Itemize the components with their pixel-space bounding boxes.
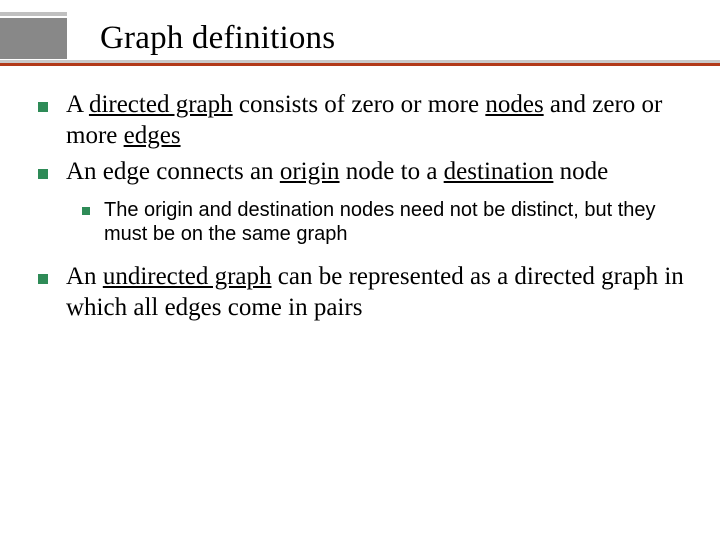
square-bullet-icon <box>82 207 90 215</box>
slide: { "title": "Graph definitions", "colors"… <box>0 0 720 540</box>
underlined-term: directed graph <box>89 91 233 118</box>
bullet-level-1: An undirected graph can be represented a… <box>38 262 690 323</box>
underlined-term: nodes <box>485 91 543 118</box>
bullet-text: The origin and destination nodes need no… <box>104 198 690 247</box>
bullet-level-2: The origin and destination nodes need no… <box>82 198 690 247</box>
sub-bullet-group: The origin and destination nodes need no… <box>82 198 690 247</box>
title-rule-top <box>0 12 67 16</box>
bullet-level-1: A directed graph consists of zero or mor… <box>38 90 690 151</box>
square-bullet-icon <box>38 274 48 284</box>
slide-title: Graph definitions <box>0 18 720 59</box>
square-bullet-icon <box>38 169 48 179</box>
underlined-term: undirected graph <box>103 263 272 290</box>
square-bullet-icon <box>38 102 48 112</box>
underlined-term: edges <box>124 122 181 149</box>
bullet-level-1: An edge connects an origin node to a des… <box>38 157 690 188</box>
bullet-text: An undirected graph can be represented a… <box>66 262 690 323</box>
underlined-term: origin <box>280 158 340 185</box>
title-rule-bottom-red <box>0 63 720 66</box>
title-region: Graph definitions <box>0 12 720 66</box>
slide-body: A directed graph consists of zero or mor… <box>38 90 690 329</box>
title-box: Graph definitions <box>0 18 720 59</box>
bullet-text: A directed graph consists of zero or mor… <box>66 90 690 151</box>
bullet-text: An edge connects an origin node to a des… <box>66 157 608 188</box>
underlined-term: destination <box>444 158 554 185</box>
